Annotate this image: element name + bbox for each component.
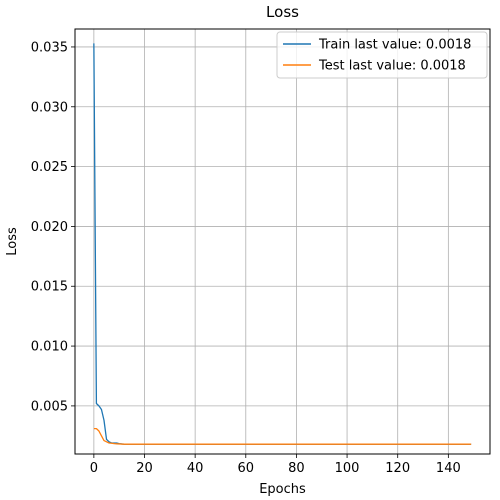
legend-label: Test last value: 0.0018 bbox=[318, 59, 466, 74]
legend: Train last value: 0.0018 Test last value:… bbox=[276, 31, 488, 79]
y-tick-label: 0.010 bbox=[31, 340, 68, 355]
x-tick-label: 20 bbox=[136, 461, 153, 476]
y-tick-label: 0.005 bbox=[31, 399, 68, 414]
y-tick-label: 0.020 bbox=[31, 220, 68, 235]
x-tick-label: 100 bbox=[335, 461, 360, 476]
axis-ticks: 0 20 40 60 80 100 120 140 0.005 0.010 0.015 0.020 0.… bbox=[31, 40, 461, 476]
x-tick-label: 40 bbox=[187, 461, 204, 476]
legend-box bbox=[276, 31, 488, 79]
plot-frame bbox=[74, 28, 491, 455]
x-tick-label: 80 bbox=[288, 461, 305, 476]
x-axis-title: Epochs bbox=[259, 482, 306, 497]
x-tick-label: 60 bbox=[238, 461, 255, 476]
series-line-test bbox=[93, 427, 472, 445]
x-tick-label: 0 bbox=[90, 461, 98, 476]
chart-title: Loss bbox=[266, 3, 299, 21]
legend-label: Train last value: 0.0018 bbox=[318, 38, 471, 53]
y-tick-label: 0.015 bbox=[31, 280, 68, 295]
y-tick-label: 0.035 bbox=[31, 40, 68, 55]
y-tick-label: 0.030 bbox=[31, 100, 68, 115]
series-lines bbox=[93, 43, 472, 445]
x-tick-label: 140 bbox=[436, 461, 461, 476]
x-tick-label: 120 bbox=[385, 461, 410, 476]
y-axis-title: Loss bbox=[5, 227, 20, 256]
y-tick-label: 0.025 bbox=[31, 160, 68, 175]
